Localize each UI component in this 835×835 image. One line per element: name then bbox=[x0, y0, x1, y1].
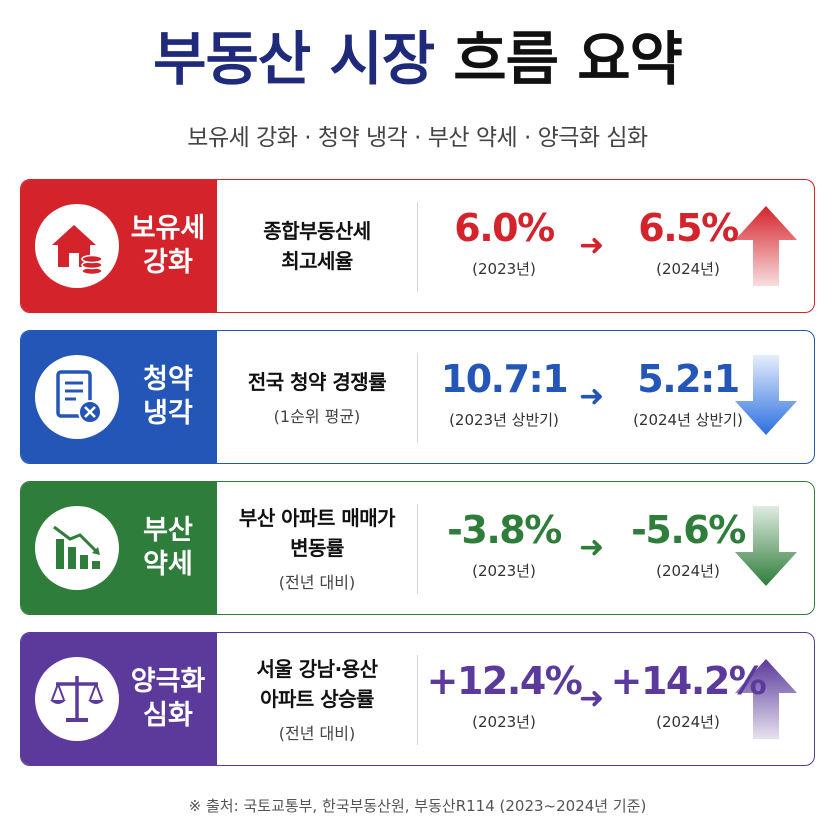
metric-description: 부산 아파트 매매가 변동률 (전년 대비) bbox=[217, 482, 417, 614]
arrow-down-icon bbox=[735, 355, 797, 435]
card-polarization: 양극화 심화 서울 강남·용산 아파트 상승률 (전년 대비) +12.4% (… bbox=[20, 632, 815, 766]
card-label-line2: 약세 bbox=[143, 549, 193, 580]
page-title: 부동산 시장 흐름 요약 bbox=[0, 14, 835, 104]
to-value-block: 5.2:1 (2024년 상반기) bbox=[603, 353, 773, 430]
to-value: -5.6% bbox=[631, 508, 746, 552]
card-band: 보유세 강화 bbox=[21, 180, 217, 312]
card-label: 양극화 심화 bbox=[127, 665, 209, 733]
house-coins-icon bbox=[35, 204, 119, 288]
card-label-line2: 심화 bbox=[143, 700, 193, 731]
title-part1: 부동산 시장 bbox=[153, 25, 435, 93]
to-value-block: +14.2% (2024년) bbox=[603, 655, 773, 732]
arrow-right-icon: ➜ bbox=[579, 379, 605, 414]
from-value: -3.8% bbox=[447, 508, 562, 552]
from-value: 10.7:1 bbox=[440, 357, 569, 401]
to-value-block: 6.5% (2024년) bbox=[603, 202, 773, 279]
from-period: (2023년 상반기) bbox=[449, 411, 559, 429]
to-period: (2024년) bbox=[656, 260, 720, 278]
metric-note: (전년 대비) bbox=[278, 573, 356, 592]
from-value: +12.4% bbox=[426, 659, 583, 703]
card-label-line2: 강화 bbox=[143, 247, 193, 278]
card-label-line1: 양극화 bbox=[130, 666, 206, 697]
page-subtitle: 보유세 강화 · 청약 냉각 · 부산 약세 · 양극화 심화 bbox=[187, 125, 648, 151]
arrow-down-icon bbox=[735, 506, 797, 586]
card-band: 부산 약세 bbox=[21, 482, 217, 614]
to-value: 6.5% bbox=[638, 206, 739, 250]
to-period: (2024년 상반기) bbox=[633, 411, 743, 429]
card-label: 청약 냉각 bbox=[127, 363, 209, 431]
metric-note: (전년 대비) bbox=[278, 724, 356, 743]
from-period: (2023년) bbox=[472, 260, 536, 278]
metric-description: 서울 강남·용산 아파트 상승률 (전년 대비) bbox=[217, 633, 417, 765]
card-holding-tax: 보유세 강화 종합부동산세 최고세율 6.0% (2023년) ➜ 6.5% (… bbox=[20, 179, 815, 313]
source-footnote: ※ 출처: 국토교통부, 한국부동산원, 부동산R114 (2023~2024년… bbox=[188, 797, 647, 815]
metric-note: (1순위 평균) bbox=[273, 407, 361, 426]
title-part2: 흐름 요약 bbox=[453, 25, 683, 93]
scale-icon bbox=[35, 657, 119, 741]
from-value-block: 10.7:1 (2023년 상반기) bbox=[419, 353, 589, 430]
from-value: 6.0% bbox=[454, 206, 555, 250]
card-label-line1: 청약 bbox=[143, 364, 193, 395]
divider bbox=[417, 655, 418, 745]
divider bbox=[417, 353, 418, 443]
metric-line1: 전국 청약 경쟁률 bbox=[247, 370, 387, 394]
to-value: 5.2:1 bbox=[637, 357, 740, 401]
card-label-line2: 냉각 bbox=[143, 398, 193, 429]
metric-line1: 종합부동산세 bbox=[263, 219, 371, 243]
metric-line2: 변동률 bbox=[290, 536, 344, 560]
arrow-right-icon: ➜ bbox=[579, 681, 605, 716]
from-period: (2023년) bbox=[472, 562, 536, 580]
metric-line2: 아파트 상승률 bbox=[260, 687, 374, 711]
to-period: (2024년) bbox=[656, 562, 720, 580]
card-subscription: 청약 냉각 전국 청약 경쟁률 (1순위 평균) 10.7:1 (2023년 상… bbox=[20, 330, 815, 464]
metric-line1: 서울 강남·용산 bbox=[256, 657, 378, 681]
to-value: +14.2% bbox=[610, 659, 767, 703]
card-label: 부산 약세 bbox=[127, 514, 209, 582]
from-value-block: +12.4% (2023년) bbox=[419, 655, 589, 732]
arrow-up-icon bbox=[735, 659, 797, 739]
divider bbox=[417, 504, 418, 594]
metric-description: 전국 청약 경쟁률 (1순위 평균) bbox=[217, 331, 417, 463]
card-label-line1: 부산 bbox=[143, 515, 193, 546]
declining-bar-chart-icon bbox=[35, 506, 119, 590]
metric-line1: 부산 아파트 매매가 bbox=[238, 506, 396, 530]
divider bbox=[417, 202, 418, 292]
from-period: (2023년) bbox=[472, 713, 536, 731]
metric-line2: 최고세율 bbox=[281, 249, 353, 273]
arrow-up-icon bbox=[735, 206, 797, 286]
card-band: 양극화 심화 bbox=[21, 633, 217, 765]
card-band: 청약 냉각 bbox=[21, 331, 217, 463]
document-cancel-icon bbox=[35, 355, 119, 439]
card-busan: 부산 약세 부산 아파트 매매가 변동률 (전년 대비) -3.8% (2023… bbox=[20, 481, 815, 615]
from-value-block: -3.8% (2023년) bbox=[419, 504, 589, 581]
to-value-block: -5.6% (2024년) bbox=[603, 504, 773, 581]
card-label: 보유세 강화 bbox=[127, 212, 209, 280]
metric-description: 종합부동산세 최고세율 bbox=[217, 180, 417, 312]
from-value-block: 6.0% (2023년) bbox=[419, 202, 589, 279]
to-period: (2024년) bbox=[656, 713, 720, 731]
arrow-right-icon: ➜ bbox=[579, 228, 605, 263]
card-label-line1: 보유세 bbox=[130, 213, 206, 244]
arrow-right-icon: ➜ bbox=[579, 530, 605, 565]
